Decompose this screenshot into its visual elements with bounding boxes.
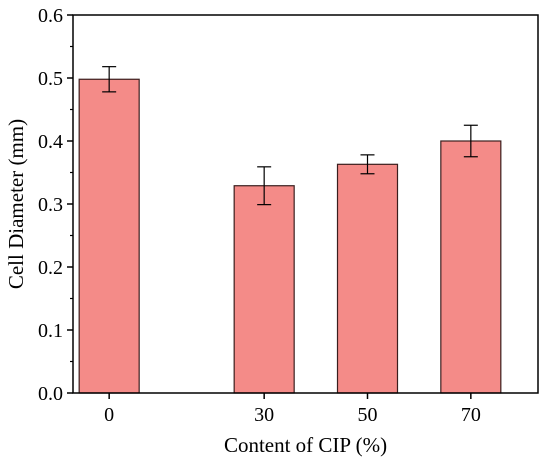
x-axis-title: Content of CIP (%) [224, 433, 387, 457]
bar [440, 140, 502, 394]
bar [78, 78, 140, 394]
y-tick-label: 0.4 [38, 131, 63, 153]
x-tick-label: 70 [461, 404, 481, 426]
bar [336, 163, 399, 394]
x-axis-ticks: 0 30 50 70 [104, 393, 481, 426]
y-tick-label: 0.2 [38, 257, 63, 279]
x-tick-label: 30 [254, 404, 274, 426]
bars [78, 78, 502, 394]
x-tick-label: 0 [104, 404, 114, 426]
plot-frame [72, 14, 539, 394]
bar [233, 185, 295, 394]
y-tick-label: 0.6 [38, 5, 63, 27]
y-axis-title: Cell Diameter (mm) [4, 119, 28, 289]
y-tick-label: 0.1 [38, 320, 63, 342]
y-axis-ticks: 0.0 0.1 0.2 0.3 0.4 0.5 0.6 [38, 5, 73, 405]
y-tick-label: 0.0 [38, 383, 63, 405]
y-tick-label: 0.3 [38, 194, 63, 216]
error-bars [102, 66, 478, 206]
y-tick-label: 0.5 [38, 68, 63, 90]
x-tick-label: 50 [358, 404, 378, 426]
